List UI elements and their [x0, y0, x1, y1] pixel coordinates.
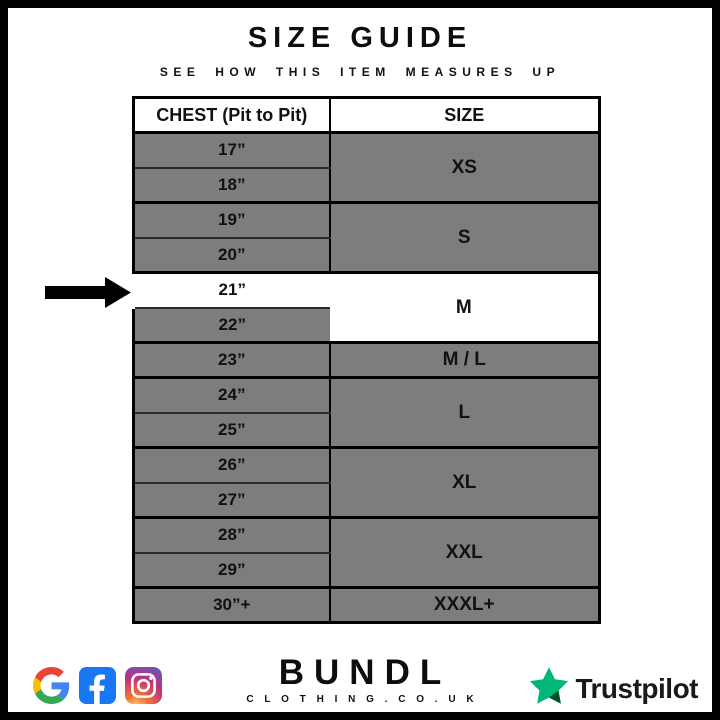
- table-row: 30”+ XXXL+: [132, 587, 600, 624]
- size-cell-xl: XL: [329, 447, 600, 519]
- table-row: 28” XXL: [132, 517, 600, 589]
- size-column-header: SIZE: [329, 97, 600, 134]
- page-subtitle: SEE HOW THIS ITEM MEASURES UP: [159, 65, 561, 79]
- chest-cell-20: 20”: [132, 237, 331, 274]
- chest-cell-27: 27”: [132, 482, 331, 519]
- social-icons: [33, 667, 162, 704]
- chest-column-header: CHEST (Pit to Pit): [132, 97, 331, 134]
- trustpilot-wordmark: Trustpilot: [575, 673, 698, 704]
- brand-logo: BUNDL C L O T H I N G . C O . U K: [246, 655, 473, 705]
- trustpilot-logo: Trustpilot: [528, 666, 698, 712]
- google-icon: [33, 667, 70, 704]
- size-cell-s: S: [329, 202, 600, 274]
- chest-cell-29: 29”: [132, 552, 331, 589]
- chest-cell-26: 26”: [132, 447, 331, 484]
- size-cell-ml: M / L: [329, 342, 600, 379]
- brand-domain: C L O T H I N G . C O . U K: [246, 694, 478, 705]
- brand-name: BUNDL: [278, 653, 452, 692]
- table-row: 27”: [132, 482, 600, 519]
- chest-cell-18: 18”: [132, 167, 331, 204]
- chest-cell-25: 25”: [132, 412, 331, 449]
- size-guide-table: CHEST (Pit to Pit) SIZE 17” XS 18” 19” S…: [132, 96, 601, 624]
- chest-cell-30plus: 30”+: [132, 587, 331, 623]
- chest-cell-19: 19”: [132, 202, 331, 239]
- trustpilot-star-icon: [528, 666, 570, 712]
- chest-cell-22: 22”: [132, 307, 330, 344]
- arrow-icon: [45, 277, 131, 308]
- table-row: 26” XL: [132, 447, 600, 519]
- page-title: SIZE GUIDE: [247, 22, 473, 54]
- size-cell-m-highlighted: M: [329, 272, 600, 344]
- chest-cell-23: 23”: [132, 342, 331, 379]
- table-row: 17” XS: [132, 132, 600, 204]
- size-cell-xs: XS: [329, 132, 600, 204]
- table-row: 19” S: [132, 202, 600, 274]
- chest-cell-17: 17”: [132, 132, 331, 169]
- instagram-icon: [125, 667, 162, 704]
- table-row: 25”: [132, 412, 600, 449]
- size-cell-xxxlplus: XXXL+: [329, 587, 600, 624]
- table-row: 23” M / L: [132, 342, 600, 379]
- chest-cell-21-highlighted: 21”: [132, 272, 330, 309]
- size-cell-l: L: [329, 377, 600, 449]
- table-row: 20”: [132, 237, 600, 274]
- table-row: 29”: [132, 552, 600, 589]
- table-row: 24” L: [132, 377, 600, 449]
- size-cell-xxl: XXL: [329, 517, 600, 589]
- table-row: 18”: [132, 167, 600, 204]
- table-row-highlighted: 21” M: [132, 272, 600, 344]
- table-header-row: CHEST (Pit to Pit) SIZE: [132, 97, 600, 134]
- chest-cell-24: 24”: [132, 377, 331, 414]
- table-row: 22”: [132, 307, 600, 344]
- facebook-icon: [79, 667, 116, 704]
- chest-cell-28: 28”: [132, 517, 331, 554]
